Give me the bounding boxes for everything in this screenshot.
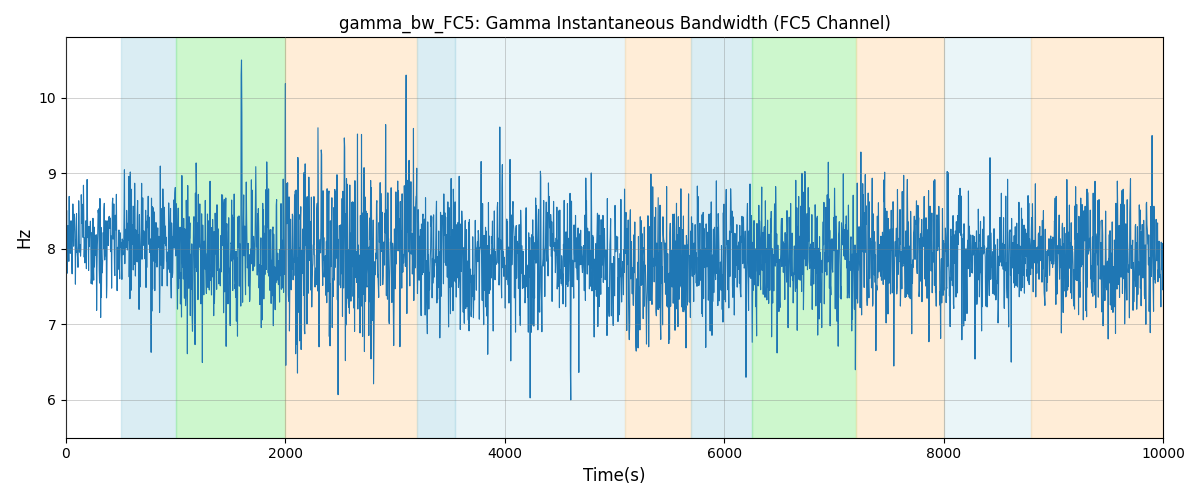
- Bar: [175, 38, 286, 438]
- Bar: [751, 38, 856, 438]
- Y-axis label: Hz: Hz: [16, 227, 34, 248]
- Bar: [1032, 38, 1174, 438]
- Title: gamma_bw_FC5: Gamma Instantaneous Bandwidth (FC5 Channel): gamma_bw_FC5: Gamma Instantaneous Bandwi…: [338, 15, 890, 34]
- Bar: [286, 38, 416, 438]
- Bar: [121, 38, 175, 438]
- Bar: [943, 38, 1032, 438]
- Bar: [625, 38, 691, 438]
- Bar: [455, 38, 625, 438]
- X-axis label: Time(s): Time(s): [583, 467, 646, 485]
- Bar: [691, 38, 751, 438]
- Bar: [416, 38, 455, 438]
- Bar: [856, 38, 943, 438]
